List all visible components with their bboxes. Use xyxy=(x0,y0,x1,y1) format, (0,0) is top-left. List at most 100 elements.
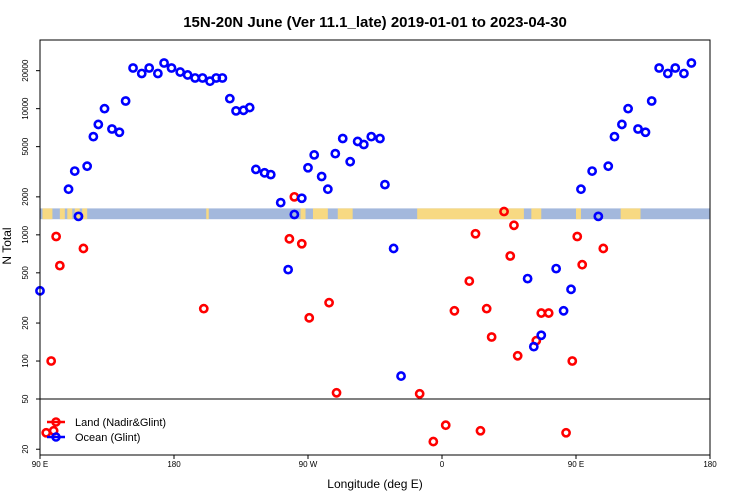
data-point xyxy=(686,58,697,68)
data-point xyxy=(598,243,609,254)
y-tick-label: 2000 xyxy=(21,187,30,205)
data-point xyxy=(107,124,117,134)
data-point xyxy=(331,387,342,398)
data-point xyxy=(324,297,334,308)
data-point xyxy=(576,184,586,195)
y-axis: 20 50 100 200 500 1000 2000 5000 10000 20000 xyxy=(21,59,40,454)
map-land-span xyxy=(417,208,524,220)
data-point xyxy=(561,427,571,438)
data-point xyxy=(470,228,481,239)
data-point xyxy=(577,259,588,270)
data-point xyxy=(136,68,147,79)
data-point xyxy=(505,251,516,261)
plot-frame xyxy=(39,39,711,456)
y-tick-label: 20 xyxy=(21,444,30,453)
legend-item-ocean: Ocean (Glint) xyxy=(47,432,140,444)
data-point xyxy=(197,73,208,83)
y-axis-label: N Total xyxy=(0,227,14,264)
series-layer xyxy=(35,58,697,447)
x-tick-label: 90 W xyxy=(299,460,318,469)
data-point xyxy=(217,73,228,83)
data-point xyxy=(166,63,177,73)
data-point xyxy=(640,127,651,138)
legend: Land (Nadir&Glint) Ocean (Glint) xyxy=(47,417,166,444)
data-point xyxy=(73,211,84,222)
data-point xyxy=(63,184,74,195)
map-land-span xyxy=(620,208,641,220)
x-tick-label: 90 E xyxy=(32,460,48,469)
data-point xyxy=(380,179,390,190)
y-tick-label: 5000 xyxy=(21,137,30,155)
data-point xyxy=(633,124,643,134)
chart-title: 15N-20N June (Ver 11.1_late) 2019-01-01 … xyxy=(183,14,567,31)
x-axis-label: Longitude (deg E) xyxy=(327,477,422,491)
data-point xyxy=(296,193,307,204)
map-land-span xyxy=(576,208,581,220)
data-point xyxy=(182,70,193,80)
legend-label-land: Land (Nadir&Glint) xyxy=(75,417,166,429)
map-land-span xyxy=(312,208,328,220)
data-point xyxy=(304,312,315,323)
data-point xyxy=(558,305,569,316)
data-point xyxy=(303,162,313,173)
data-point xyxy=(414,388,425,399)
map-land-span xyxy=(59,208,65,220)
y-tick-label: 500 xyxy=(21,266,30,280)
map-ocean-band xyxy=(40,208,710,220)
data-point xyxy=(440,420,451,431)
x-tick-label: 180 xyxy=(167,460,181,469)
map-land-span xyxy=(337,208,353,220)
data-point xyxy=(509,220,519,231)
data-point xyxy=(396,371,406,381)
data-point xyxy=(275,197,286,208)
data-point xyxy=(587,166,598,176)
data-point xyxy=(283,264,294,275)
data-point xyxy=(128,63,138,73)
data-point xyxy=(609,131,620,142)
data-point xyxy=(662,68,673,79)
legend-label-ocean: Ocean (Glint) xyxy=(75,432,140,444)
data-point xyxy=(617,119,627,130)
x-tick-label: 90 E xyxy=(568,460,584,469)
data-point xyxy=(512,350,523,361)
data-point xyxy=(528,341,539,352)
data-point xyxy=(309,150,320,160)
map-land-span xyxy=(531,208,542,220)
data-point xyxy=(82,161,93,172)
data-point xyxy=(250,164,261,175)
data-point xyxy=(284,233,295,244)
data-point xyxy=(486,332,497,342)
x-tick-label: 180 xyxy=(703,460,717,469)
data-point xyxy=(536,330,547,341)
map-land-span xyxy=(82,208,88,220)
data-point xyxy=(366,131,377,142)
data-point xyxy=(623,103,634,114)
data-point xyxy=(99,103,110,114)
data-point xyxy=(543,308,554,318)
data-point xyxy=(152,68,163,79)
y-tick-label: 20000 xyxy=(21,59,30,82)
data-point xyxy=(375,133,385,144)
data-point xyxy=(93,119,104,130)
map-land-span xyxy=(67,208,73,220)
data-point xyxy=(46,356,57,366)
map-land-span xyxy=(206,208,209,220)
map-strip xyxy=(40,208,710,220)
data-point xyxy=(475,425,486,436)
data-point xyxy=(120,96,131,106)
y-tick-label: 1000 xyxy=(21,225,30,243)
data-point xyxy=(572,231,583,242)
data-point xyxy=(159,58,169,68)
legend-marker-ocean xyxy=(51,432,61,442)
data-point xyxy=(603,161,614,172)
data-point xyxy=(522,273,533,284)
data-point xyxy=(345,156,356,167)
data-point xyxy=(646,96,657,106)
data-point xyxy=(51,231,62,242)
data-point xyxy=(330,148,341,159)
x-tick-label: 0 xyxy=(440,460,445,469)
data-point xyxy=(551,263,562,274)
data-point xyxy=(449,305,460,316)
data-point xyxy=(464,276,475,286)
